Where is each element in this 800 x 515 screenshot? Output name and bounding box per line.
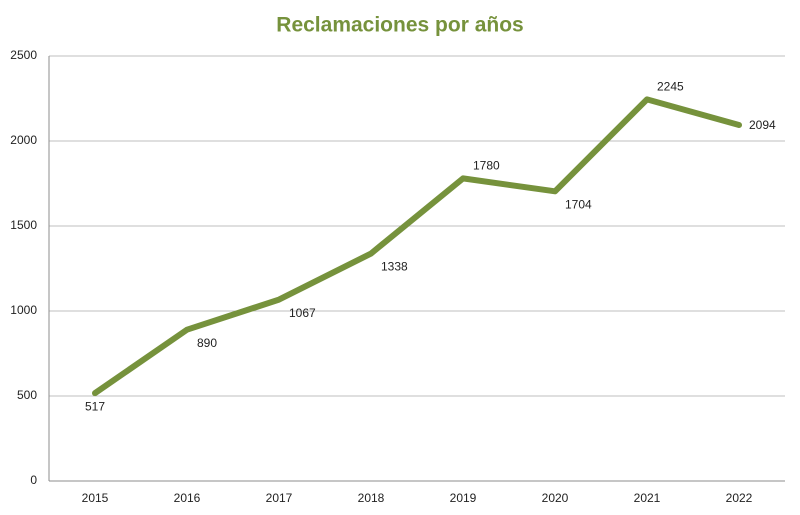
- y-tick-label: 0: [30, 473, 37, 487]
- data-label: 2094: [749, 118, 776, 132]
- x-tick-label: 2018: [358, 491, 385, 505]
- data-label: 1067: [289, 306, 316, 320]
- y-tick-label: 1500: [10, 218, 37, 232]
- data-label: 517: [85, 399, 105, 413]
- data-label: 1704: [565, 197, 592, 211]
- data-label: 1780: [473, 159, 500, 173]
- x-tick-label: 2020: [542, 491, 569, 505]
- x-tick-label: 2017: [266, 491, 293, 505]
- y-tick-label: 500: [17, 388, 37, 402]
- x-tick-label: 2015: [82, 491, 109, 505]
- x-tick-label: 2022: [726, 491, 753, 505]
- x-tick-label: 2021: [634, 491, 661, 505]
- data-line: [92, 96, 742, 397]
- x-tick-label: 2019: [450, 491, 477, 505]
- chart-title: Reclamaciones por años: [276, 14, 523, 37]
- y-tick-label: 2000: [10, 133, 37, 147]
- data-label: 2245: [657, 80, 684, 94]
- y-tick-label: 2500: [10, 48, 37, 62]
- x-tick-label: 2016: [174, 491, 201, 505]
- y-tick-label: 1000: [10, 303, 37, 317]
- data-label: 1338: [381, 260, 408, 274]
- data-label: 890: [197, 336, 217, 350]
